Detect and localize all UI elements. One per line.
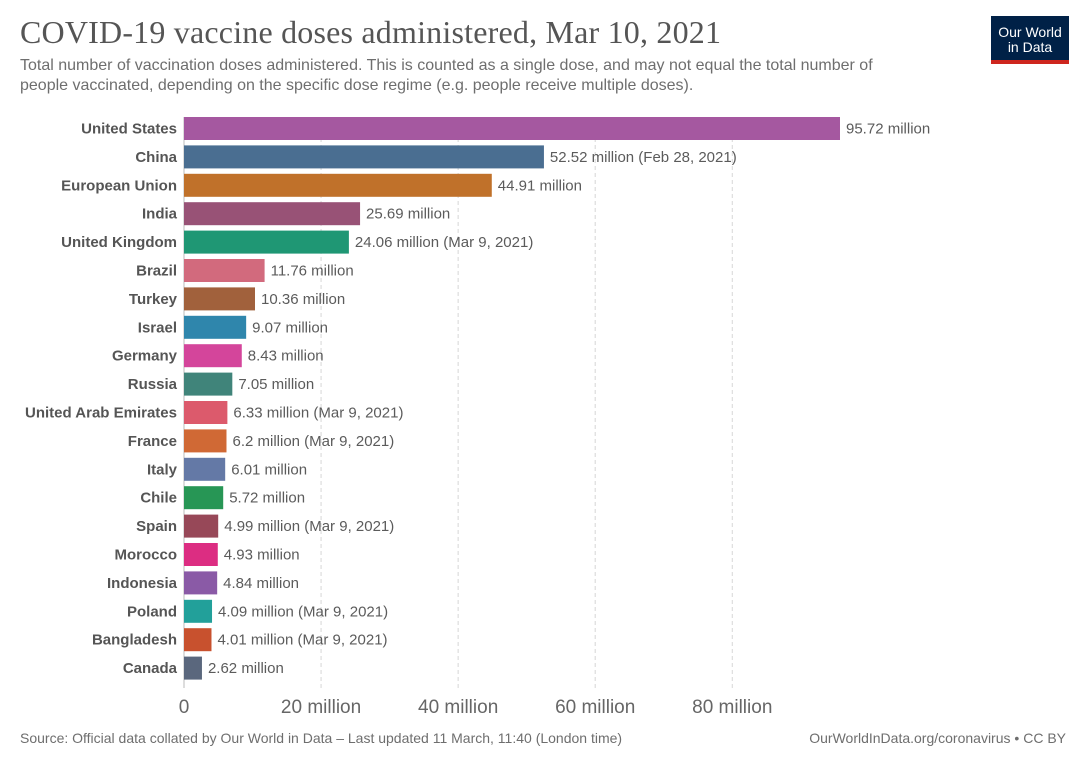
category-label: China [135, 149, 177, 166]
chart-title: COVID-19 vaccine doses administered, Mar… [20, 14, 722, 50]
logo-line-2: in Data [1007, 38, 1053, 55]
bar [184, 429, 227, 453]
value-label: 6.33 million (Mar 9, 2021) [233, 405, 403, 422]
value-label: 4.84 million [223, 575, 299, 592]
category-label: United Kingdom [61, 234, 177, 251]
category-label: Germany [112, 348, 178, 365]
category-label: Spain [136, 518, 177, 535]
bar [184, 173, 492, 197]
category-label: Bangladesh [92, 632, 177, 649]
license-link[interactable]: CC BY [1023, 730, 1066, 746]
category-label: Israel [138, 319, 177, 336]
value-label: 6.2 million (Mar 9, 2021) [232, 433, 394, 450]
bar [184, 457, 226, 481]
bar [184, 372, 233, 396]
category-label: Indonesia [107, 575, 178, 592]
source-url-link[interactable]: OurWorldInData.org/coronavirus [809, 730, 1011, 746]
x-tick-label: 40 million [418, 697, 498, 718]
value-label: 44.91 million [498, 177, 582, 194]
value-label: 10.36 million [261, 291, 345, 308]
category-label: France [128, 433, 177, 450]
bar [184, 117, 840, 140]
category-label: Poland [127, 603, 177, 620]
value-label: 5.72 million [229, 490, 305, 507]
category-label: United Arab Emirates [25, 405, 177, 422]
bar [184, 315, 247, 339]
bar [184, 287, 256, 311]
category-label: United States [81, 121, 177, 138]
separator-dot: • [1014, 730, 1020, 746]
value-label: 95.72 million [846, 121, 930, 138]
bar [184, 628, 212, 652]
category-label: Italy [147, 461, 178, 478]
source-note: Source: Official data collated by Our Wo… [20, 730, 623, 746]
x-tick-label: 60 million [555, 697, 635, 718]
logo-line-1: Our World [998, 23, 1062, 40]
owid-logo[interactable]: Our World in Data [991, 16, 1069, 64]
bar [184, 344, 242, 368]
bar [184, 514, 219, 538]
category-label: Russia [128, 376, 178, 393]
category-label: Canada [123, 660, 178, 677]
bar [184, 486, 224, 510]
x-tick-label: 0 [179, 697, 190, 718]
bar [184, 571, 218, 595]
bar-chart: 0 20 million 40 million 60 million 80 millio… [25, 117, 930, 718]
value-label: 9.07 million [252, 319, 328, 336]
value-label: 11.76 million [271, 263, 354, 280]
category-label: Turkey [129, 291, 178, 308]
x-tick-label: 20 million [281, 697, 361, 718]
category-label: India [142, 206, 178, 223]
bar [184, 401, 228, 424]
value-label: 24.06 million (Mar 9, 2021) [355, 234, 533, 251]
bar [184, 230, 349, 254]
value-label: 4.09 million (Mar 9, 2021) [218, 603, 388, 620]
value-label: 8.43 million [248, 348, 324, 365]
category-label: Morocco [114, 547, 177, 564]
bar [184, 145, 544, 169]
chart-subtitle: Total number of vaccination doses admini… [20, 57, 873, 94]
bar [184, 259, 265, 282]
bar [184, 656, 202, 680]
value-label: 2.62 million [208, 660, 284, 677]
bar [184, 543, 218, 566]
category-label: Chile [140, 490, 177, 507]
value-label: 6.01 million [231, 461, 307, 478]
bar [184, 599, 213, 623]
x-tick-label: 80 million [692, 697, 772, 718]
category-label: European Union [61, 177, 177, 194]
bar [184, 202, 361, 226]
value-label: 4.01 million (Mar 9, 2021) [217, 632, 387, 649]
value-label: 25.69 million [366, 206, 450, 223]
value-label: 4.93 million [224, 547, 300, 564]
value-label: 4.99 million (Mar 9, 2021) [224, 518, 394, 535]
footer-credit: OurWorldInData.org/coronavirus • CC BY [809, 730, 1066, 746]
value-label: 7.05 million [238, 376, 314, 393]
category-label: Brazil [136, 263, 177, 280]
value-label: 52.52 million (Feb 28, 2021) [550, 149, 737, 166]
